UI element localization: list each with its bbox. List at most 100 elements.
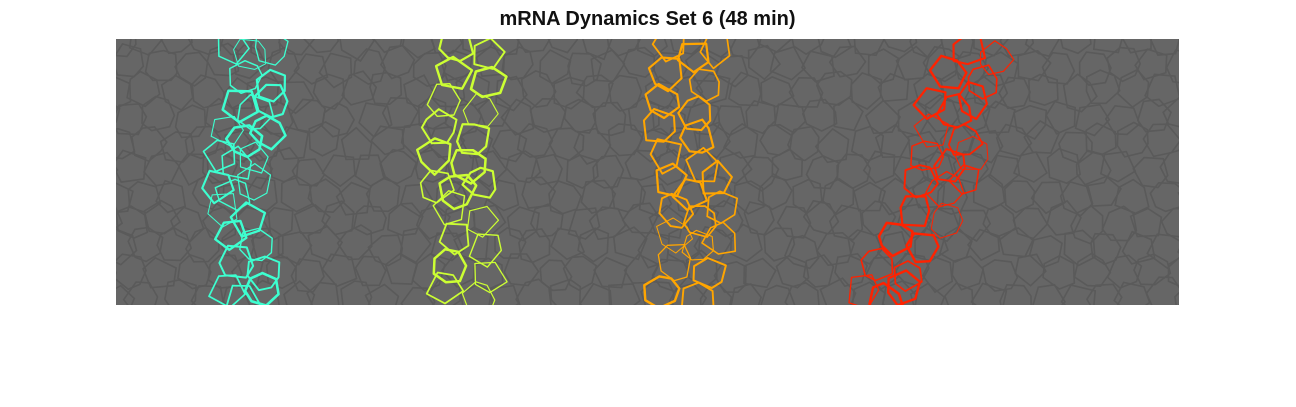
background-cell (998, 226, 1034, 258)
background-cell (715, 55, 749, 88)
background-cell (1014, 253, 1047, 287)
stripe-4-cell (925, 170, 965, 208)
stripe-4-cell (952, 39, 987, 66)
background-cell (414, 149, 449, 183)
background-cell (590, 49, 626, 83)
stripe-4-cell (954, 135, 989, 170)
background-cell (307, 225, 344, 263)
background-cell (400, 286, 436, 305)
stripe-3-cell (677, 95, 712, 132)
stripe-3-cell (692, 257, 727, 289)
background-cell (116, 76, 132, 110)
background-cell (852, 181, 887, 212)
background-cell (881, 280, 918, 305)
background-cell (668, 282, 708, 305)
background-cell (763, 227, 796, 262)
stripe-3-cells (642, 39, 739, 305)
background-cell (159, 131, 196, 164)
background-cell (817, 39, 853, 59)
background-cell (243, 279, 280, 305)
background-cell (1116, 121, 1149, 158)
stripe-2-cell (425, 271, 465, 305)
background-cell (862, 150, 896, 184)
background-cell (116, 39, 137, 58)
stripe-1-cell (233, 39, 267, 70)
background-cell (892, 155, 930, 190)
background-cell (501, 46, 534, 81)
background-cell (411, 252, 446, 292)
background-cell (1070, 205, 1104, 245)
background-cell (1059, 39, 1092, 55)
background-cell (306, 281, 340, 305)
background-cell (279, 81, 315, 115)
stripe-3-cell (681, 229, 714, 261)
background-cell (1013, 104, 1048, 140)
background-cell (417, 96, 447, 130)
background-cell (141, 95, 176, 132)
background-cell (530, 203, 564, 238)
background-cell (1084, 175, 1122, 207)
stripe-3-cell (658, 192, 695, 229)
background-cell (954, 50, 990, 86)
background-cell (1045, 100, 1077, 135)
background-cell (1073, 252, 1112, 288)
stripe-1-cell (217, 39, 250, 65)
background-cell (1030, 181, 1066, 215)
background-cell (128, 39, 163, 57)
background-cell (427, 126, 466, 159)
stripe-3-cell (651, 39, 685, 63)
background-cell (1060, 284, 1097, 305)
background-cell (340, 280, 373, 305)
stripe-4-cell (948, 164, 980, 195)
background-cell (354, 255, 387, 287)
background-cell (814, 127, 850, 164)
background-cell (802, 254, 835, 288)
background-cell (453, 226, 489, 260)
stripe-4-cell (887, 269, 922, 305)
background-cell (711, 105, 747, 137)
stripe-3-cell (643, 275, 681, 305)
background-cell (431, 39, 463, 54)
stripe-3-cell (642, 108, 676, 143)
background-cell (1046, 147, 1081, 185)
background-cell (275, 125, 310, 160)
background-cell (206, 42, 240, 77)
background-cell (943, 282, 974, 305)
background-cell (729, 223, 763, 263)
stripe-3-cell (701, 159, 733, 195)
background-cell (972, 173, 1006, 211)
background-cell (939, 226, 973, 263)
background-cell (922, 45, 960, 83)
background-cell (776, 205, 812, 239)
background-cell (741, 156, 780, 192)
background-cell (1132, 156, 1169, 189)
background-cell (1085, 283, 1123, 305)
stripe-4-cell (877, 221, 914, 258)
background-cell (290, 258, 325, 293)
background-cell (686, 101, 721, 136)
stripe-2-cell (461, 166, 497, 199)
stripe-2-cell (438, 222, 470, 256)
background-cell (815, 70, 853, 106)
background-cell (911, 175, 946, 209)
background-cell (1122, 39, 1152, 54)
highlighted-stripe-layer (201, 39, 1015, 305)
background-cell (924, 93, 960, 133)
background-cell (957, 209, 992, 243)
background-cell (516, 39, 551, 53)
background-cell (387, 202, 424, 237)
stripe-1-cell (253, 83, 289, 119)
background-cell (582, 39, 613, 61)
background-cell (760, 284, 796, 305)
background-cell (339, 39, 376, 63)
background-cell (365, 176, 401, 213)
background-cell (801, 98, 838, 132)
stripe-3-cell (688, 68, 720, 103)
background-cell (321, 154, 356, 188)
background-cell (1090, 232, 1122, 266)
stripe-4-cell (967, 64, 998, 100)
background-cell (1041, 51, 1076, 85)
background-cell (636, 39, 669, 58)
background-cell (505, 150, 542, 184)
stripe-2-cell (420, 108, 458, 145)
